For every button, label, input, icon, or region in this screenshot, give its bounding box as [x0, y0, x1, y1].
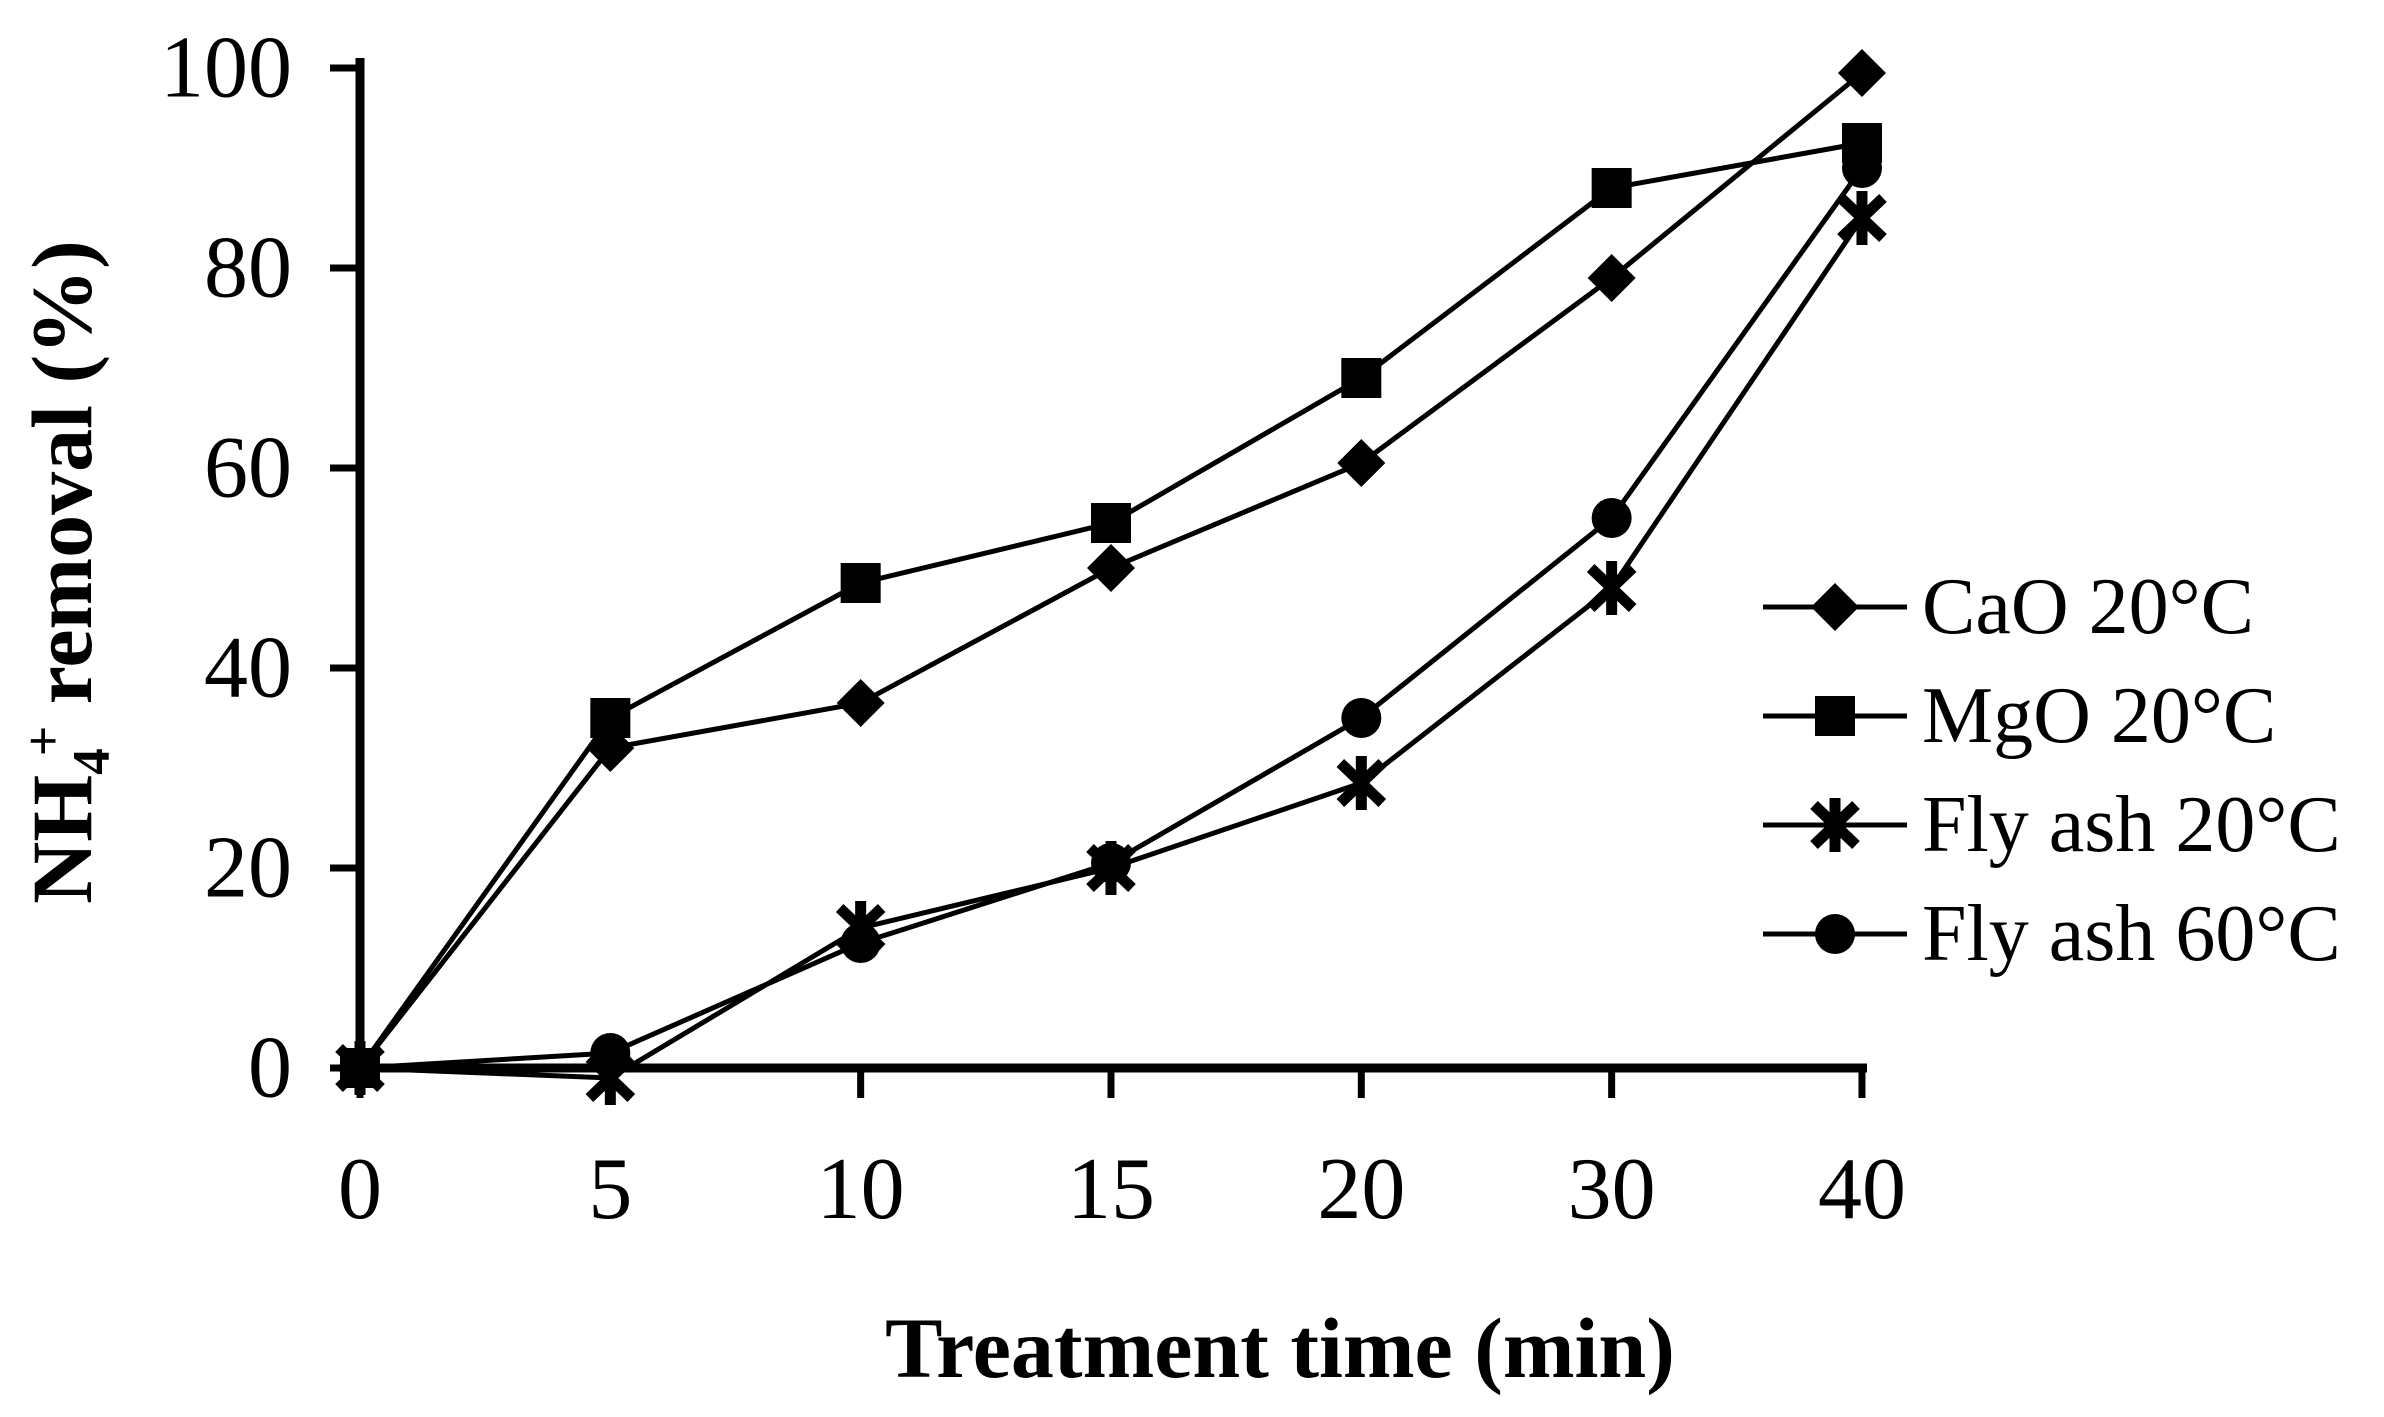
marker-asterisk — [835, 901, 886, 955]
marker-diamond — [1587, 254, 1636, 302]
series-markers-cao-20-c — [336, 49, 1886, 1092]
x-tick-label: 40 — [1818, 1141, 1906, 1238]
marker-diamond — [1086, 544, 1135, 592]
legend-item: MgO 20°C — [1763, 672, 2276, 760]
y-tick-label: 40 — [204, 620, 292, 717]
legend-item: CaO 20°C — [1763, 563, 2254, 651]
x-tick-label: 30 — [1568, 1141, 1656, 1238]
marker-square — [1090, 503, 1131, 543]
marker-square — [1841, 123, 1882, 163]
y-axis-title: NH4+ removal (%) — [13, 240, 121, 904]
marker-diamond — [336, 1044, 384, 1092]
y-tick-label: 80 — [204, 220, 292, 317]
marker-asterisk — [585, 1051, 636, 1105]
series-line-fly-ash-60-c — [359, 166, 1865, 1071]
marker-asterisk — [1586, 561, 1637, 615]
series-line-fly-ash-20-c — [359, 216, 1865, 1081]
marker-diamond — [1811, 583, 1859, 631]
series-markers-fly-ash-20-c — [335, 191, 1887, 1105]
marker-square — [1815, 696, 1855, 736]
marker-circle — [1341, 698, 1382, 738]
x-tick-label: 20 — [1317, 1141, 1405, 1238]
legend-label: MgO 20°C — [1922, 672, 2276, 760]
marker-asterisk — [1837, 191, 1887, 245]
legend: CaO 20°C MgO 20°C Fly ash 20°C Fly ash 60°C — [1763, 563, 2341, 978]
legend-label: CaO 20°C — [1922, 563, 2254, 651]
marker-square — [840, 563, 881, 603]
y-tick-label: 100 — [160, 20, 292, 117]
marker-asterisk — [1336, 756, 1387, 810]
x-tick-label: 0 — [338, 1141, 382, 1238]
marker-square — [1591, 168, 1632, 208]
marker-diamond — [1337, 439, 1386, 487]
x-axis-title: Treatment time (min) — [885, 1300, 1675, 1396]
series-markers — [335, 49, 1887, 1105]
ylabel-superscript: + — [13, 725, 74, 757]
marker-circle — [1591, 498, 1632, 538]
series-line-mgo-20-c — [357, 140, 1863, 1070]
marker-asterisk — [1810, 798, 1860, 852]
legend-item: Fly ash 60°C — [1763, 890, 2341, 978]
series-markers-mgo-20-c — [340, 123, 1882, 1088]
legend-item: Fly ash 20°C — [1763, 781, 2341, 869]
legend-label: Fly ash 20°C — [1922, 781, 2341, 869]
marker-circle — [1815, 914, 1855, 954]
ylabel-pre: NH — [14, 774, 110, 904]
ylabel-post: removal (%) — [14, 240, 110, 726]
x-axis: 0 5 10 15 20 30 40 — [338, 1063, 1906, 1238]
y-tick-label: 20 — [204, 820, 292, 917]
marker-diamond — [1837, 49, 1886, 97]
marker-diamond — [586, 724, 635, 772]
series-markers-fly-ash-60-c — [340, 148, 1882, 1088]
y-axis: 0 20 40 60 80 100 — [160, 20, 365, 1117]
marker-asterisk — [1086, 841, 1136, 895]
x-tick-label: 10 — [817, 1141, 905, 1238]
y-tick-label: 60 — [204, 420, 292, 517]
x-tick-label: 15 — [1067, 1141, 1155, 1238]
legend-label: Fly ash 60°C — [1922, 890, 2341, 978]
marker-square — [1341, 358, 1382, 398]
x-tick-label: 5 — [588, 1141, 632, 1238]
marker-diamond — [836, 679, 885, 727]
y-tick-label: 0 — [248, 1020, 292, 1117]
